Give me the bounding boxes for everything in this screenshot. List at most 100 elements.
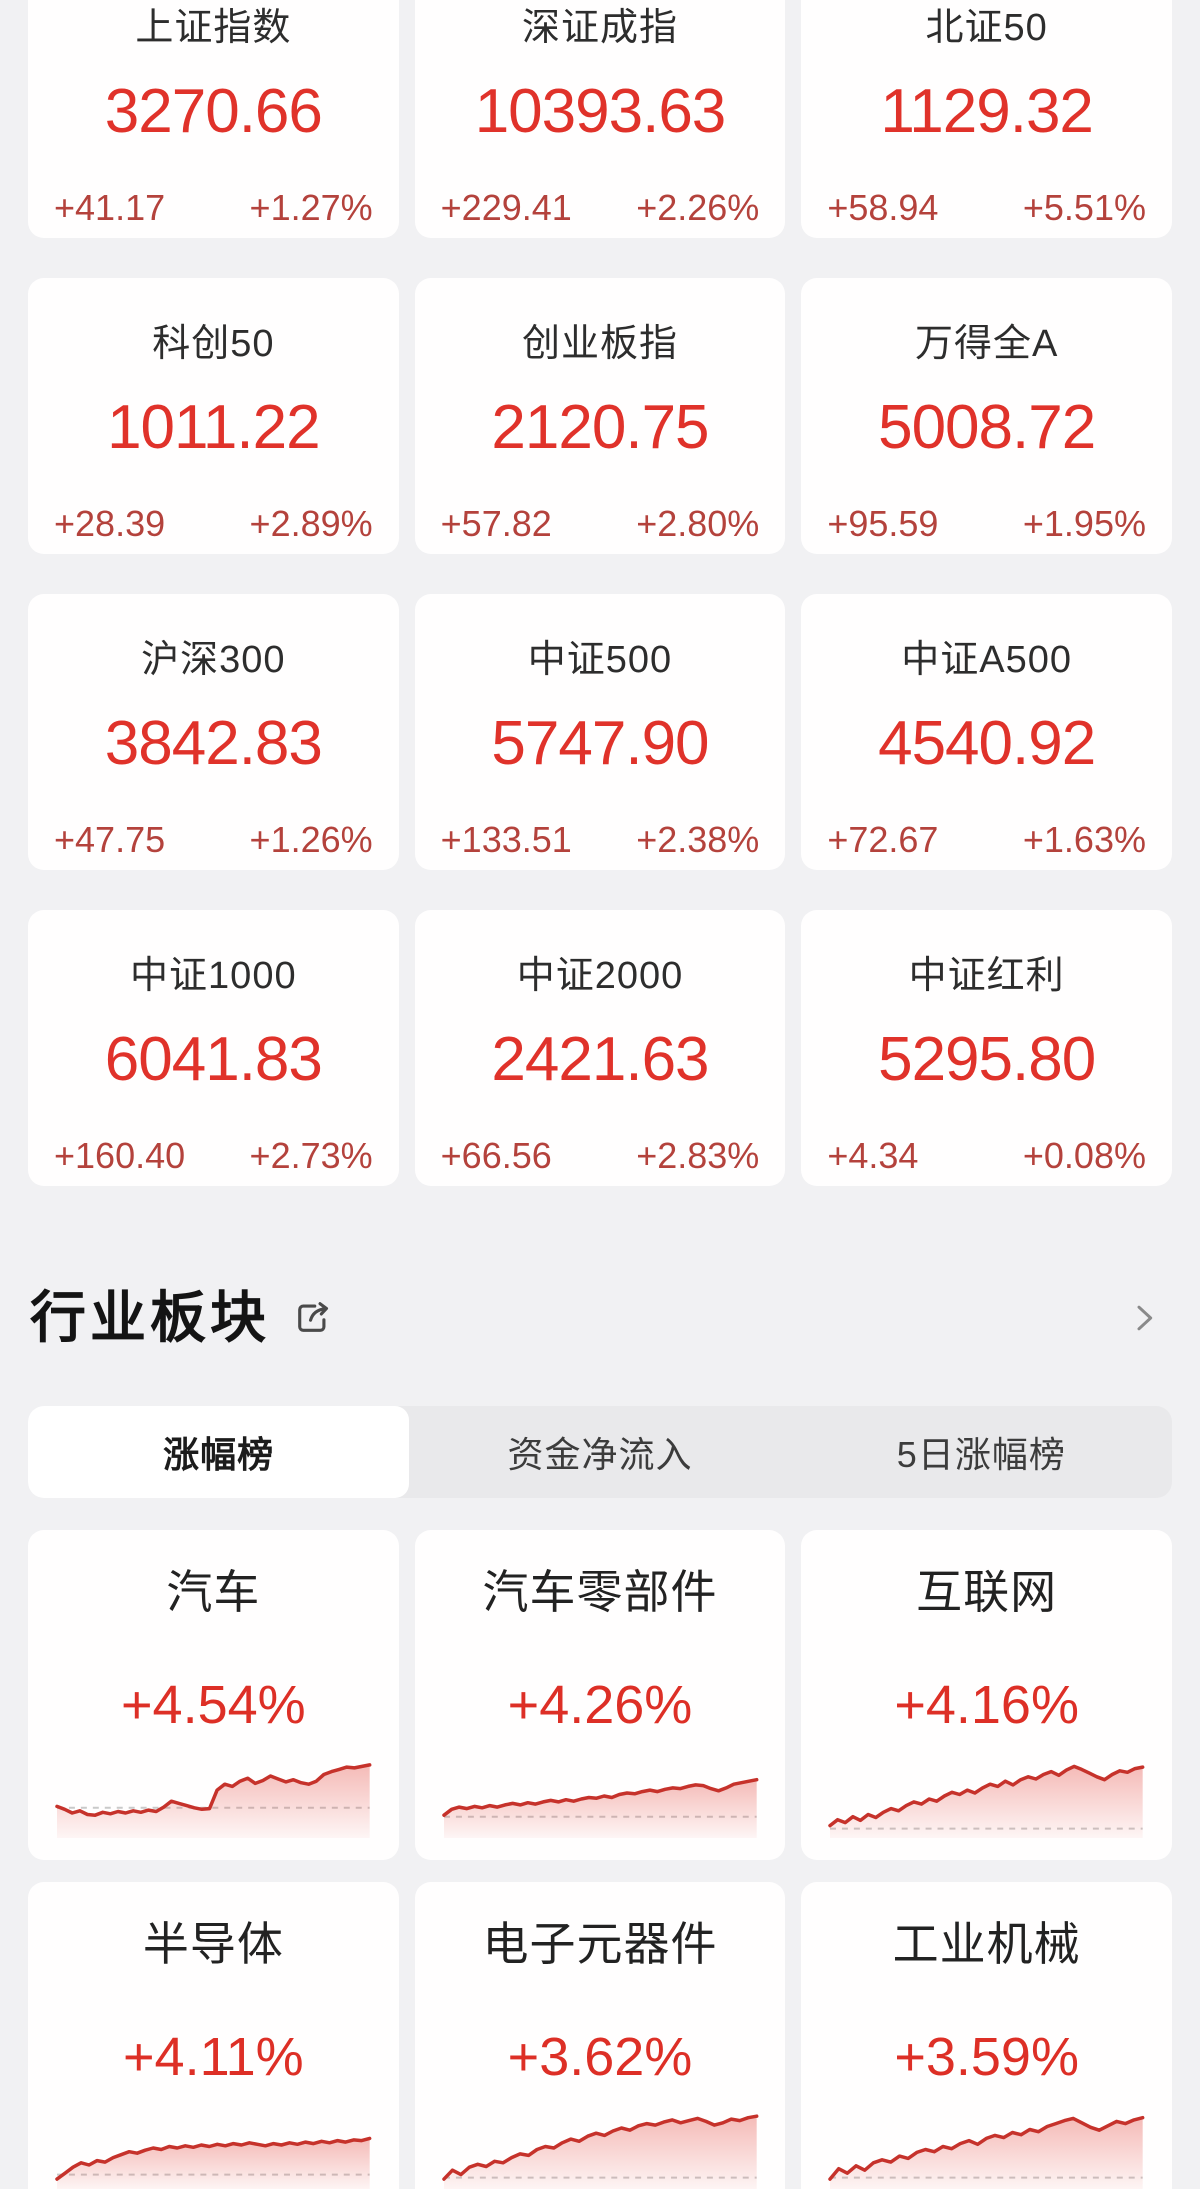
index-value: 5747.90 <box>491 709 709 778</box>
index-change-pct: +1.95% <box>1022 503 1146 544</box>
index-card-shenzhen-component[interactable]: 深证成指 10393.63 +229.41 +2.26% <box>414 0 786 238</box>
index-change-row: +57.82 +2.80% <box>437 504 764 544</box>
index-change-pct: +1.26% <box>249 819 373 860</box>
sector-sparkline <box>828 2115 1145 2189</box>
index-change-row: +160.40 +2.73% <box>50 1136 377 1176</box>
index-change-abs: +229.41 <box>440 187 572 228</box>
index-change-pct: +5.51% <box>1022 187 1146 228</box>
index-name: 深证成指 <box>521 7 678 49</box>
index-value: 4540.92 <box>878 709 1096 778</box>
index-change-pct: +2.38% <box>636 819 760 860</box>
sector-name: 电子元器件 <box>482 1918 718 1970</box>
share-icon[interactable] <box>290 1296 334 1340</box>
sector-card-auto-parts[interactable]: 汽车零部件 +4.26% <box>414 1530 786 1860</box>
index-grid: 上证指数 3270.66 +41.17 +1.27% 深证成指 10393.63… <box>28 0 1172 1186</box>
index-value: 5295.80 <box>878 1025 1096 1094</box>
index-change-abs: +28.39 <box>54 503 166 544</box>
sector-change-pct: +3.59% <box>894 2027 1079 2087</box>
index-name: 中证A500 <box>901 639 1073 681</box>
index-card-star50[interactable]: 科创50 1011.22 +28.39 +2.89% <box>28 278 399 554</box>
index-change-abs: +66.56 <box>440 1135 552 1176</box>
index-value: 3842.83 <box>104 709 323 778</box>
index-name: 中证500 <box>527 639 673 681</box>
index-value: 5008.72 <box>878 393 1096 462</box>
index-card-csi-a500[interactable]: 中证A500 4540.92 +72.67 +1.63% <box>801 594 1172 870</box>
sector-name: 工业机械 <box>892 1918 1081 1970</box>
index-card-csi-dividend[interactable]: 中证红利 5295.80 +4.34 +0.08% <box>801 910 1172 1186</box>
index-value: 2421.63 <box>491 1025 709 1094</box>
index-name: 万得全A <box>914 323 1059 365</box>
index-change-pct: +0.08% <box>1022 1135 1146 1176</box>
index-value: 10393.63 <box>474 77 727 146</box>
index-card-bse50[interactable]: 北证50 1129.32 +58.94 +5.51% <box>801 0 1172 238</box>
index-card-csi500[interactable]: 中证500 5747.90 +133.51 +2.38% <box>414 594 786 870</box>
index-change-abs: +160.40 <box>54 1135 186 1176</box>
sector-section-header: 行业板块 <box>0 1286 1200 1350</box>
index-change-abs: +41.17 <box>54 187 166 228</box>
sector-card-internet[interactable]: 互联网 +4.16% <box>801 1530 1172 1860</box>
index-change-abs: +57.82 <box>440 503 552 544</box>
index-value: 1129.32 <box>880 77 1094 146</box>
index-card-csi300[interactable]: 沪深300 3842.83 +47.75 +1.26% <box>28 594 399 870</box>
index-card-wind-all-a[interactable]: 万得全A 5008.72 +95.59 +1.95% <box>801 278 1172 554</box>
index-change-abs: +4.34 <box>827 1135 919 1176</box>
index-change-abs: +72.67 <box>827 819 939 860</box>
tab-5day-gainers[interactable]: 5日涨幅榜 <box>896 1434 1066 1475</box>
index-name: 上证指数 <box>135 7 292 49</box>
index-change-row: +58.94 +5.51% <box>823 188 1150 228</box>
sector-sparkline <box>55 2136 372 2189</box>
sector-change-pct: +4.16% <box>894 1675 1079 1735</box>
index-value: 3270.66 <box>104 77 323 146</box>
index-value: 1011.22 <box>107 393 321 462</box>
sector-name: 半导体 <box>142 1918 284 1970</box>
tab-gainers[interactable]: 涨幅榜 <box>28 1406 410 1498</box>
section-title: 行业板块 <box>30 1286 270 1349</box>
index-change-pct: +1.27% <box>249 187 373 228</box>
tab-net-inflow[interactable]: 资金净流入 <box>507 1434 693 1475</box>
index-change-row: +47.75 +1.26% <box>50 820 377 860</box>
sector-card-industrial-machinery[interactable]: 工业机械 +3.59% <box>801 1882 1172 2189</box>
index-value: 6041.83 <box>104 1025 323 1094</box>
index-value: 2120.75 <box>491 393 709 462</box>
index-change-abs: +47.75 <box>54 819 166 860</box>
index-name: 沪深300 <box>141 639 286 681</box>
sector-card-auto[interactable]: 汽车 +4.54% <box>28 1530 399 1860</box>
sector-change-pct: +3.62% <box>507 2027 693 2087</box>
index-change-abs: +133.51 <box>440 819 572 860</box>
index-card-chinext[interactable]: 创业板指 2120.75 +57.82 +2.80% <box>414 278 786 554</box>
sector-change-pct: +4.11% <box>123 2027 304 2087</box>
index-name: 中证2000 <box>516 955 684 997</box>
sector-card-semiconductor[interactable]: 半导体 +4.11% <box>28 1882 399 2189</box>
index-change-row: +4.34 +0.08% <box>823 1136 1150 1176</box>
index-name: 中证1000 <box>130 955 297 997</box>
sector-grid: 汽车 +4.54% 汽车零部件 +4.26% 互联网 +4.16% 半导体 +4… <box>0 1530 1200 2189</box>
index-name: 北证50 <box>925 7 1048 49</box>
index-change-row: +41.17 +1.27% <box>50 188 377 228</box>
index-card-shanghai-composite[interactable]: 上证指数 3270.66 +41.17 +1.27% <box>28 0 399 238</box>
sector-name: 互联网 <box>916 1566 1058 1618</box>
index-change-pct: +2.83% <box>636 1135 760 1176</box>
index-name: 中证红利 <box>908 955 1065 997</box>
sector-tabs: 涨幅榜 资金净流入 5日涨幅榜 <box>28 1406 1172 1498</box>
sector-card-electronic-components[interactable]: 电子元器件 +3.62% <box>414 1882 786 2189</box>
index-change-row: +95.59 +1.95% <box>823 504 1150 544</box>
index-name: 创业板指 <box>521 323 678 365</box>
sector-sparkline <box>441 2114 759 2189</box>
chevron-right-icon[interactable] <box>1124 1298 1164 1338</box>
sector-name: 汽车 <box>166 1566 261 1618</box>
index-change-row: +72.67 +1.63% <box>823 820 1150 860</box>
index-change-abs: +95.59 <box>827 503 939 544</box>
index-change-row: +66.56 +2.83% <box>437 1136 764 1176</box>
index-card-csi2000[interactable]: 中证2000 2421.63 +66.56 +2.83% <box>414 910 786 1186</box>
index-change-pct: +2.73% <box>249 1135 373 1176</box>
index-change-row: +133.51 +2.38% <box>437 820 764 860</box>
index-change-pct: +1.63% <box>1022 819 1146 860</box>
sector-sparkline <box>441 1777 759 1838</box>
sector-change-pct: +4.54% <box>121 1675 306 1735</box>
sector-change-pct: +4.26% <box>507 1675 693 1735</box>
sector-sparkline <box>828 1764 1145 1838</box>
index-change-pct: +2.80% <box>636 503 760 544</box>
index-card-csi1000[interactable]: 中证1000 6041.83 +160.40 +2.73% <box>28 910 399 1186</box>
index-change-pct: +2.26% <box>636 187 760 228</box>
